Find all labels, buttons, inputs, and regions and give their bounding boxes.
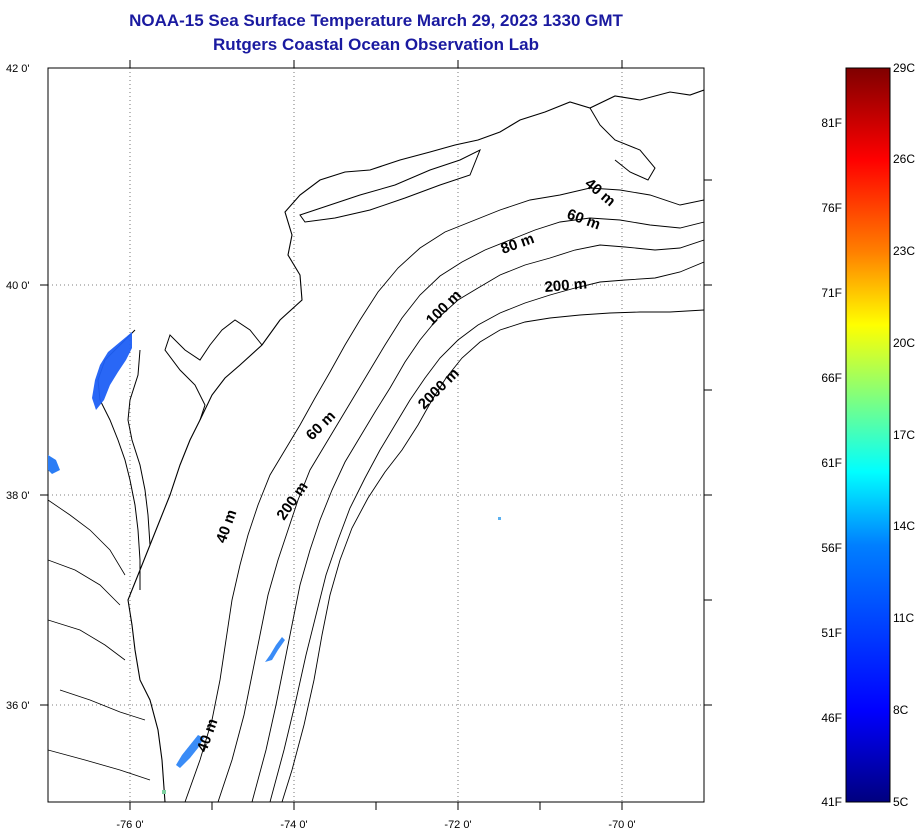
long-island [299,148,481,223]
lat-tick-label: 40 0' [6,280,30,292]
sst-pixel [498,517,501,520]
lon-labels: -76 0' -74 0' -72 0' -70 0' [116,819,635,831]
lat-tick-label: 42 0' [6,63,30,75]
delaware-bay [164,319,263,421]
cb-celsius-label: 17C [893,428,915,442]
isobaths [184,187,704,802]
cb-fahrenheit-label: 61F [821,456,842,470]
cb-celsius-label: 14C [893,519,915,533]
cb-celsius-label: 11C [893,611,914,625]
lat-tick-label: 36 0' [6,700,30,712]
cb-celsius-label: 23C [893,244,915,258]
sst-pixel [162,790,166,794]
colorbar-celsius-labels: 29C 26C 23C 20C 17C 14C 11C 8C 5C [893,61,915,809]
cb-celsius-label: 8C [893,703,909,717]
cb-celsius-label: 5C [893,795,909,809]
coastline [127,89,704,802]
lon-tick-label: -74 0' [280,819,307,831]
colorbar-fahrenheit-labels: 81F 76F 71F 66F 61F 56F 51F 46F 41F [821,116,842,809]
lon-tick-label: -76 0' [116,819,143,831]
lon-tick-label: -70 0' [608,819,635,831]
sst-patch-chesapeake [92,332,132,410]
lat-labels: 42 0' 40 0' 38 0' 36 0' [6,63,30,712]
cb-fahrenheit-label: 56F [821,541,842,555]
frame-ticks [40,60,712,810]
cb-fahrenheit-label: 81F [821,116,842,130]
cb-fahrenheit-label: 71F [821,286,842,300]
river-inland [48,499,151,781]
sst-patch-shelf [265,637,285,662]
cb-fahrenheit-label: 46F [821,711,842,725]
cb-fahrenheit-label: 51F [821,626,842,640]
graticule [48,68,704,802]
sst-patch-left [48,455,60,474]
map-subtitle: Rutgers Coastal Ocean Observation Lab [213,35,539,54]
cb-celsius-label: 20C [893,336,915,350]
cb-celsius-label: 26C [893,152,915,166]
cb-fahrenheit-label: 41F [821,795,842,809]
lon-tick-label: -72 0' [444,819,471,831]
cb-fahrenheit-label: 66F [821,371,842,385]
cb-fahrenheit-label: 76F [821,201,842,215]
cb-celsius-label: 29C [893,61,915,75]
lat-tick-label: 38 0' [6,490,30,502]
map-title: NOAA-15 Sea Surface Temperature March 29… [129,11,623,30]
colorbar [845,67,891,803]
sst-patch-south [176,735,204,768]
cape-cod [589,107,656,181]
contour-label: 200 m [544,275,588,296]
